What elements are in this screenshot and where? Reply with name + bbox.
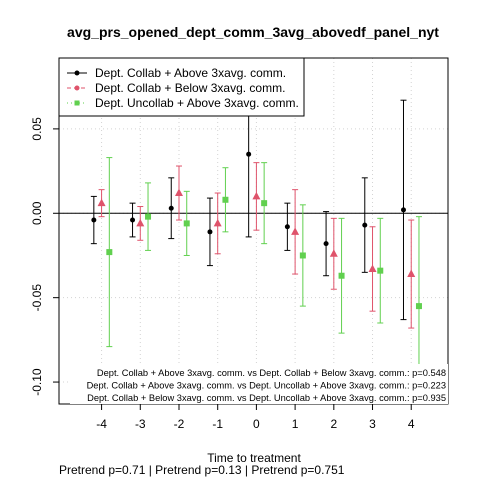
p-value-annotations: Dept. Collab + Above 3xavg. comm. vs Dep… [70, 364, 448, 404]
x-tick-label: 0 [253, 417, 260, 431]
y-tick-label: 0.00 [30, 201, 44, 225]
data-point [136, 218, 145, 227]
data-point [368, 264, 377, 272]
legend-marker [74, 70, 80, 76]
series-3 [106, 157, 422, 397]
legend-label: Dept. Collab + Below 3xavg. comm. [95, 81, 285, 95]
x-tick-label: 2 [330, 417, 337, 431]
data-point [400, 207, 406, 213]
annotation-text: Dept. Collab + Below 3xavg. comm. vs Dep… [87, 393, 446, 403]
data-point [97, 198, 106, 207]
x-tick-label: -1 [212, 417, 223, 431]
data-point [415, 303, 422, 310]
chart-title: avg_prs_opened_dept_comm_3avg_abovedf_pa… [67, 24, 439, 40]
annotation-background [70, 364, 448, 404]
x-tick-label: -3 [135, 417, 146, 431]
data-point [407, 269, 416, 278]
annotation-text: Dept. Collab + Above 3xavg. comm. vs Dep… [97, 368, 446, 378]
pretrend-footer: Pretrend p=0.71 | Pretrend p=0.13 | Pret… [59, 463, 345, 477]
y-axis: -0.10 -0.05 0.00 0.05 [30, 117, 59, 396]
x-axis: -4 -3 -2 -1 0 1 2 3 4 [96, 404, 415, 431]
series-2 [97, 162, 416, 329]
data-point [207, 229, 213, 235]
series-1 [90, 71, 407, 321]
data-point [91, 217, 97, 223]
x-tick-label: 1 [292, 417, 299, 431]
data-point [183, 220, 190, 227]
data-point [329, 249, 338, 257]
legend-box [58, 57, 305, 117]
data-point [168, 205, 174, 211]
x-tick-label: -2 [174, 417, 185, 431]
data-point [323, 241, 329, 247]
y-tick-label: -0.10 [30, 368, 44, 396]
annotation-text: Dept. Collab + Above 3xavg. comm. vs Dep… [87, 381, 446, 391]
x-tick-label: 3 [369, 417, 376, 431]
data-point [299, 252, 306, 259]
data-point [222, 196, 229, 203]
data-point [246, 151, 252, 157]
data-point [145, 213, 152, 220]
data-point [291, 227, 300, 235]
data-point [130, 217, 136, 223]
series-layer [90, 71, 422, 397]
data-point [106, 249, 113, 256]
legend-label: Dept. Collab + Above 3xavg. comm. [95, 66, 286, 80]
y-tick-label: -0.05 [30, 284, 44, 312]
data-point [338, 272, 345, 279]
legend-marker [74, 85, 80, 91]
data-point [252, 191, 261, 200]
data-point [362, 222, 368, 228]
x-axis-label: Time to treatment [207, 451, 301, 465]
legend-label: Dept. Uncollab + Above 3xavg. comm. [95, 96, 299, 110]
data-point [377, 267, 384, 274]
x-tick-label: -4 [96, 417, 107, 431]
data-point [284, 224, 290, 230]
y-tick-label: 0.05 [30, 117, 44, 141]
data-point [174, 188, 183, 197]
data-point [261, 200, 268, 207]
x-tick-label: 4 [408, 417, 415, 431]
data-point [213, 218, 222, 227]
legend-marker [74, 100, 80, 106]
legend: Dept. Collab + Above 3xavg. comm.Dept. C… [58, 57, 305, 117]
